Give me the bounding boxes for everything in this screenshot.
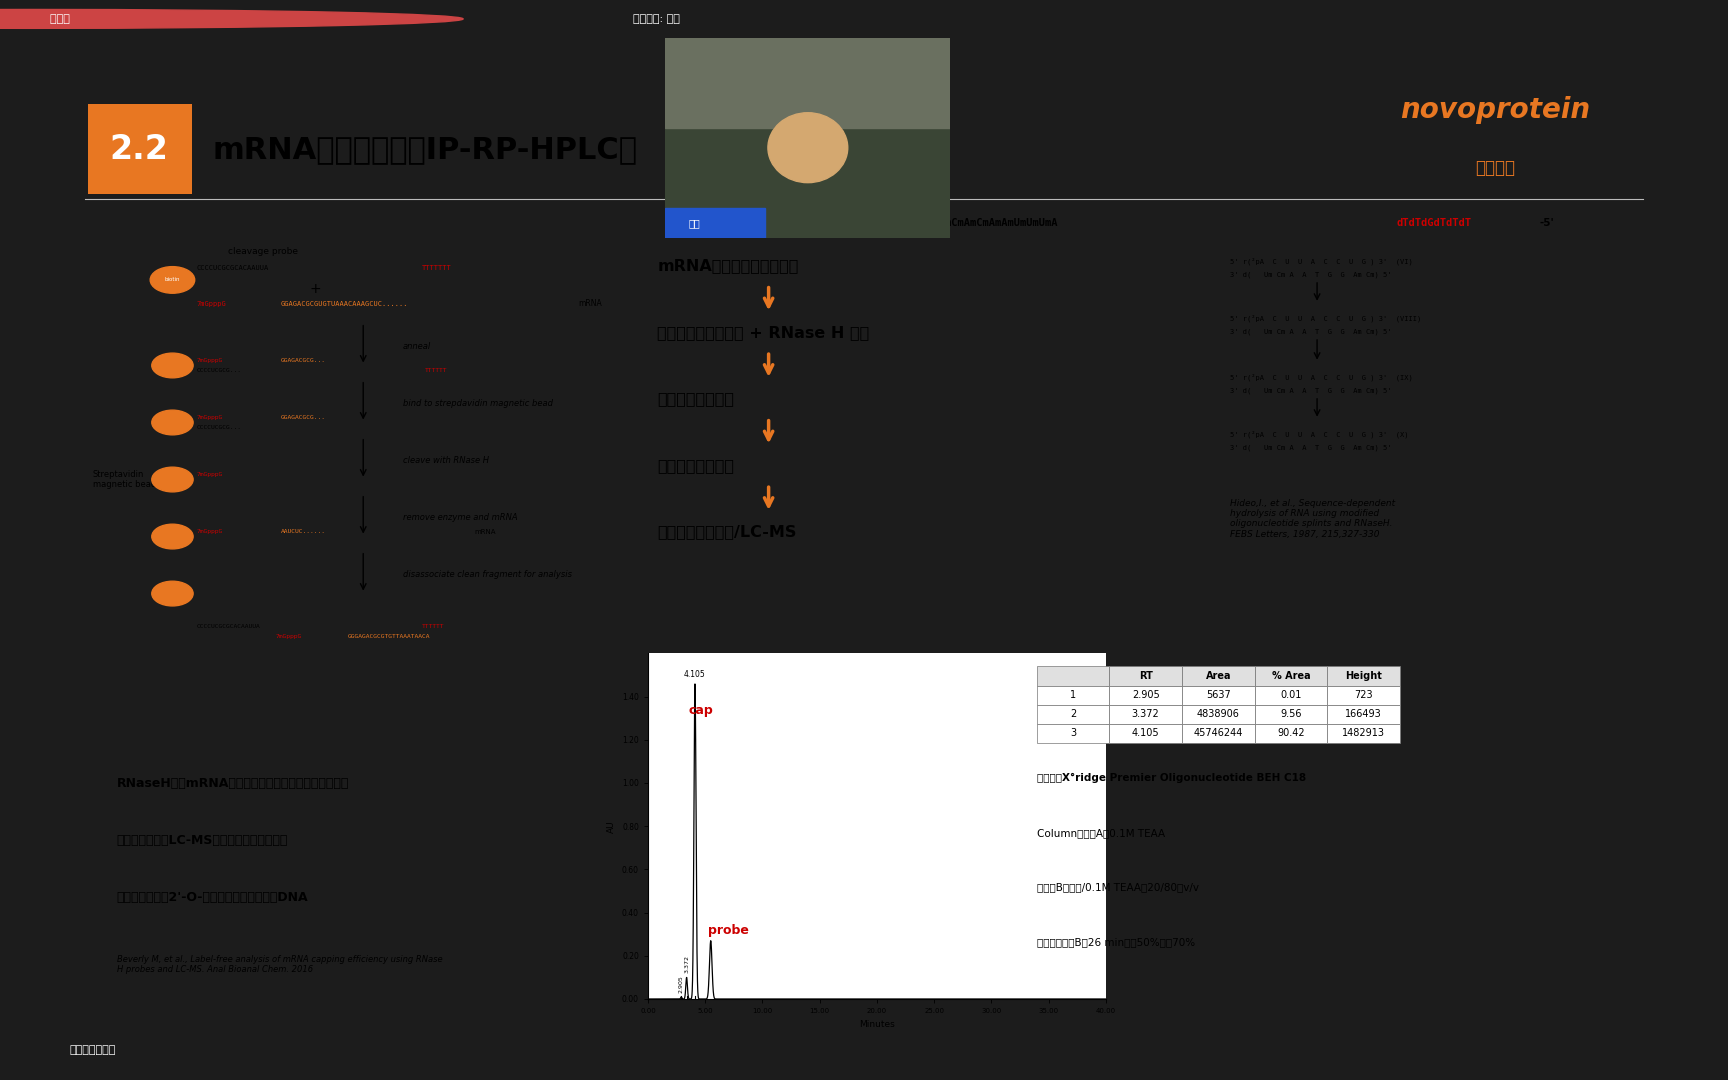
Text: +: +: [309, 283, 321, 296]
Text: CCCCUCGCG...: CCCCUCGCG...: [197, 424, 242, 430]
Text: Beverly M, et al., Label-free analysis of mRNA capping efficiency using RNase
H : Beverly M, et al., Label-free analysis o…: [118, 955, 442, 974]
Text: remove enzyme and mRNA: remove enzyme and mRNA: [403, 513, 518, 522]
Text: GGAGACGCGUGTUAAACAAAGCUC......: GGAGACGCGUGTUAAACAAAGCUC......: [280, 300, 408, 307]
Circle shape: [150, 267, 195, 294]
Text: 梯度：流动相B在26 min内到50%增至70%: 梯度：流动相B在26 min内到50%增至70%: [1037, 937, 1196, 947]
Text: mRNA加帽率检测（IP-RP-HPLC）: mRNA加帽率检测（IP-RP-HPLC）: [213, 135, 638, 164]
Text: 对核苷酸片段洗脱: 对核苷酸片段洗脱: [657, 458, 734, 473]
FancyBboxPatch shape: [88, 104, 192, 194]
Text: 3.372: 3.372: [684, 955, 689, 973]
Text: Column流动相A：0.1M TEAA: Column流动相A：0.1M TEAA: [1037, 828, 1165, 838]
Text: 7mGpppG: 7mGpppG: [197, 300, 226, 307]
Text: 7mGpppG: 7mGpppG: [197, 415, 223, 420]
Text: 色谱柱：X°ridge Premier Oligonucleotide BEH C18: 色谱柱：X°ridge Premier Oligonucleotide BEH …: [1037, 773, 1306, 783]
Text: 7mGpppG: 7mGpppG: [197, 359, 223, 363]
Text: 3' d(   Um Cm A  A  T  G  G  Am Cm) 5': 3' d( Um Cm A A T G G Am Cm) 5': [1230, 445, 1391, 451]
Text: TTTTTT: TTTTTT: [422, 624, 444, 630]
Text: CCCCUCGCGCACAAUUA: CCCCUCGCGCACAAUUA: [197, 624, 259, 630]
Text: disassociate clean fragment for analysis: disassociate clean fragment for analysis: [403, 570, 572, 579]
Text: 2.2: 2.2: [109, 133, 169, 166]
Text: cleave with RNase H: cleave with RNase H: [403, 456, 489, 465]
Text: Streptavidin
magnetic bead: Streptavidin magnetic bead: [93, 470, 156, 489]
Text: 下划线序列表示2'-O-甲基糖修饰，斜体表示DNA: 下划线序列表示2'-O-甲基糖修饰，斜体表示DNA: [118, 891, 308, 904]
Text: 佟勇的屏幕共享: 佟勇的屏幕共享: [69, 1045, 116, 1055]
Text: 成对的箭头表示LC-MS观察到的两个切割位点: 成对的箭头表示LC-MS观察到的两个切割位点: [118, 834, 289, 847]
Text: 流动相B：乙腔/0.1M TEAA，20/80，v/v: 流动相B：乙腔/0.1M TEAA，20/80，v/v: [1037, 882, 1199, 892]
Text: GGAGACGCG...: GGAGACGCG...: [280, 359, 325, 363]
Text: mRNA: mRNA: [475, 529, 496, 535]
Text: CCCCUCGCGCACAAUUA: CCCCUCGCGCACAAUUA: [197, 265, 268, 271]
Text: CCCCUCGCG...: CCCCUCGCG...: [197, 367, 242, 373]
Bar: [665, 207, 766, 238]
Text: GGGAGACGCGTGTTAAATAACA: GGGAGACGCGTGTTAAATAACA: [347, 634, 430, 639]
Text: 5' r(²pA  C  U  U  A  C  C  U  G ) 3'  (IX): 5' r(²pA C U U A C C U G ) 3' (IX): [1230, 373, 1412, 380]
Circle shape: [152, 353, 194, 378]
Text: 5' r(²pA  C  U  U  A  C  C  U  G ) 3'  (X): 5' r(²pA C U U A C C U G ) 3' (X): [1230, 430, 1408, 437]
Text: 正在讲话: 佟勇: 正在讲话: 佟勇: [632, 14, 681, 24]
Text: 近岸蛋白: 近岸蛋白: [1474, 160, 1515, 177]
Text: novoprotein: novoprotein: [1400, 96, 1590, 124]
Text: anneal: anneal: [403, 342, 432, 351]
Circle shape: [152, 468, 194, 491]
Text: -5': -5': [1540, 218, 1555, 228]
Circle shape: [152, 410, 194, 435]
Text: cap: cap: [688, 704, 714, 717]
Text: 对核苷酸片段洗洤: 对核苷酸片段洗洤: [657, 391, 734, 406]
Text: 7mGpppG: 7mGpppG: [197, 529, 223, 535]
Text: 3' d(   Um Cm A  A  T  G  G  Am Cm) 5': 3' d( Um Cm A A T G G Am Cm) 5': [1230, 329, 1391, 336]
Text: 4.105: 4.105: [684, 671, 705, 679]
Text: cleavage probe: cleavage probe: [228, 247, 299, 256]
Text: 7mGpppG: 7mGpppG: [276, 634, 302, 639]
Text: 录制中: 录制中: [43, 14, 71, 24]
Text: 离子对反相色谱法/LC-MS: 离子对反相色谱法/LC-MS: [657, 524, 797, 539]
X-axis label: Minutes: Minutes: [859, 1020, 895, 1028]
Y-axis label: AU: AU: [608, 820, 617, 833]
Text: AAUCUC......: AAUCUC......: [280, 529, 325, 535]
Ellipse shape: [767, 112, 848, 183]
Text: cleavage probe：3'-BioTEG -mCmCmCmUmCmUmGmCmGmCmAmCmAmAmUmUmUmA: cleavage probe：3'-BioTEG -mCmCmCmUmCmUmG…: [670, 218, 1058, 228]
Text: mRNA样品与探针退火杂交: mRNA样品与探针退火杂交: [657, 258, 798, 273]
Text: bind to strepdavidin magnetic bead: bind to strepdavidin magnetic bead: [403, 399, 553, 408]
Text: biotin: biotin: [164, 278, 180, 283]
Circle shape: [0, 10, 463, 28]
Text: probe: probe: [707, 924, 748, 937]
Text: mRNA: mRNA: [577, 299, 601, 308]
Text: 7mGpppG: 7mGpppG: [197, 472, 223, 477]
Text: 3' d(   Um Cm A  A  T  G  G  Am Cm) 5': 3' d( Um Cm A A T G G Am Cm) 5': [1230, 388, 1391, 394]
Circle shape: [152, 581, 194, 606]
Text: RNaseH裂解mRNA的过程和用磁珠分离裂解片段的过程: RNaseH裂解mRNA的过程和用磁珠分离裂解片段的过程: [118, 778, 349, 791]
Text: 2.905: 2.905: [679, 975, 684, 993]
Text: 链霞亲和素磁珠捕获 + RNase H 酶切: 链霞亲和素磁珠捕获 + RNase H 酶切: [657, 325, 869, 340]
Text: 3' d(   Um Cm A  A  T  G  G  Am Cm) 5': 3' d( Um Cm A A T G G Am Cm) 5': [1230, 272, 1391, 279]
Text: 5' r(²pA  C  U  U  A  C  C  U  G ) 3'  (VIII): 5' r(²pA C U U A C C U G ) 3' (VIII): [1230, 314, 1420, 322]
Text: Hideo,I., et al., Sequence-dependent
hydrolysis of RNA using modified
oligonucle: Hideo,I., et al., Sequence-dependent hyd…: [1230, 499, 1394, 539]
Text: 佟勇: 佟勇: [688, 218, 700, 229]
Text: dTdTdGdTdTdT: dTdTdGdTdTdT: [1396, 218, 1472, 228]
Circle shape: [152, 524, 194, 549]
Text: GGAGACGCG...: GGAGACGCG...: [280, 415, 325, 420]
Text: TTTTTTT: TTTTTTT: [422, 265, 451, 271]
Bar: [665, 38, 950, 127]
Text: 5' r(²pA  C  U  U  A  C  C  U  G ) 3'  (VI): 5' r(²pA C U U A C C U G ) 3' (VI): [1230, 257, 1412, 265]
Text: TTTTTT: TTTTTT: [425, 367, 448, 373]
